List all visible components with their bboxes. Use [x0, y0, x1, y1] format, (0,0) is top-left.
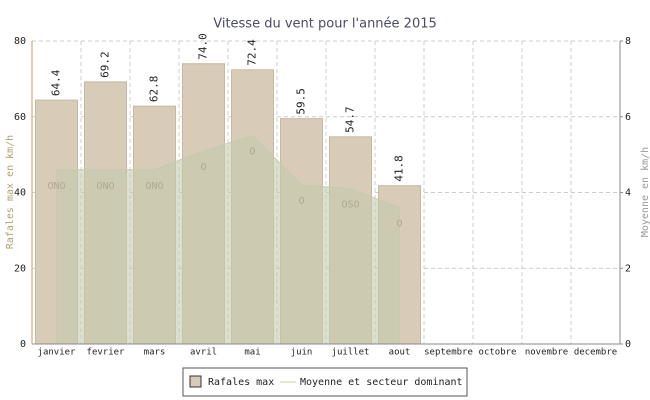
y-tick-label: 40	[14, 188, 26, 199]
y2-tick-label: 6	[625, 112, 631, 123]
x-tick-label: juillet	[332, 348, 370, 358]
data-label: 41.8	[393, 155, 406, 182]
x-tick-label: avril	[190, 348, 217, 358]
data-label: 64.4	[50, 69, 63, 96]
y2-tick-label: 0	[625, 339, 631, 350]
chart-title: Vitesse du vent pour l'année 2015	[213, 17, 437, 32]
data-label: 62.8	[148, 76, 161, 103]
y2-tick-label: 4	[625, 188, 631, 199]
data-label: 54.7	[344, 106, 357, 133]
x-tick-label: septembre	[424, 348, 473, 358]
y2-tick-label: 8	[625, 36, 631, 47]
y2-tick-label: 2	[625, 263, 631, 274]
direction-label: OSO	[341, 200, 359, 211]
direction-label: O	[249, 147, 255, 158]
x-tick-label: mars	[144, 348, 166, 358]
direction-label: O	[396, 219, 402, 230]
direction-label: ONO	[96, 181, 114, 192]
y-tick-label: 80	[14, 36, 26, 47]
data-label: 72.4	[246, 39, 259, 66]
x-tick-label: fevrier	[87, 348, 126, 358]
legend	[182, 367, 468, 397]
direction-label: O	[200, 162, 206, 173]
direction-label: O	[298, 196, 304, 207]
y-tick-label: 0	[20, 339, 26, 350]
x-tick-label: decembre	[574, 348, 617, 358]
legend-swatch	[189, 375, 202, 388]
direction-label: ONO	[47, 181, 65, 192]
data-label: 59.5	[295, 88, 308, 115]
area	[56, 135, 400, 345]
x-tick-label: octobre	[479, 348, 517, 358]
legend-label: Moyenne et secteur dominant	[300, 377, 463, 388]
x-tick-label: aout	[389, 348, 411, 358]
x-tick-label: juin	[291, 348, 313, 358]
y-tick-label: 60	[14, 112, 26, 123]
legend-label: Rafales max	[208, 377, 274, 388]
x-tick-label: janvier	[38, 348, 77, 358]
y2-axis-label: Moyenne en km/h	[640, 147, 650, 237]
data-label: 74.0	[197, 33, 210, 60]
x-tick-label: mai	[244, 348, 260, 358]
y-tick-label: 20	[14, 263, 26, 274]
data-label: 69.2	[99, 51, 112, 78]
x-tick-label: novembre	[525, 348, 568, 358]
direction-label: ONO	[145, 181, 163, 192]
y-axis-label: Rafales max en km/h	[5, 135, 16, 249]
